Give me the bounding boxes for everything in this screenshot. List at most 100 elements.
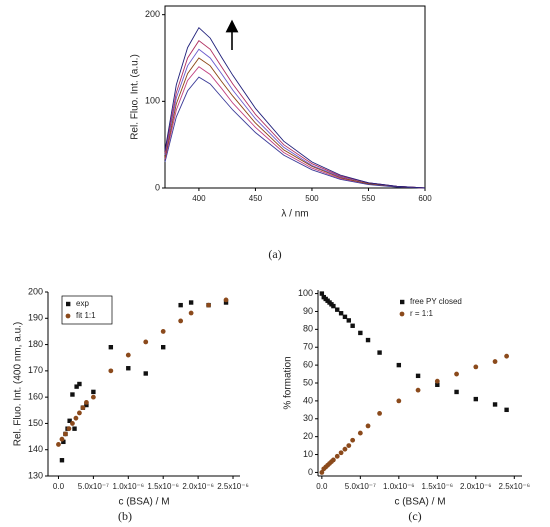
point	[72, 426, 77, 431]
point	[61, 439, 66, 445]
y-tick-label: 0	[155, 182, 160, 192]
point	[473, 396, 479, 402]
point	[108, 368, 114, 374]
point	[161, 345, 166, 350]
point	[358, 330, 363, 336]
point	[178, 318, 184, 324]
x-tick-label: 1.0x10⁻⁶	[113, 482, 145, 491]
point	[77, 381, 82, 387]
point	[77, 410, 82, 416]
point	[504, 353, 510, 359]
point	[504, 407, 509, 413]
point	[435, 382, 440, 387]
y-tick-label: 30	[303, 413, 313, 423]
x-tick-label: 5.0x10⁻⁷	[345, 482, 376, 491]
panel-label: (c)	[408, 509, 421, 523]
point	[56, 442, 61, 447]
point	[84, 400, 89, 405]
point	[66, 426, 72, 432]
point	[377, 411, 382, 416]
point	[73, 415, 79, 421]
point	[59, 458, 65, 463]
point	[59, 436, 65, 442]
x-axis-title: λ / nm	[281, 209, 308, 220]
x-axis-title: c (BSA) / M	[118, 497, 169, 508]
x-tick-label: 0.0	[53, 482, 65, 491]
y-tick-label: 160	[28, 392, 43, 402]
point	[350, 437, 356, 443]
point	[143, 371, 148, 376]
x-tick-label: 2.0x10⁻⁶	[182, 482, 214, 491]
x-tick-label: 450	[249, 194, 263, 203]
legend-label: r = 1:1	[410, 309, 433, 318]
point	[415, 387, 421, 393]
point	[330, 457, 336, 463]
point	[160, 329, 166, 334]
y-tick-label: 200	[145, 9, 160, 19]
point	[334, 453, 340, 459]
point	[125, 352, 131, 358]
point	[350, 323, 355, 328]
point	[346, 318, 351, 323]
y-axis-title: % formation	[283, 356, 294, 409]
point	[365, 423, 371, 429]
x-tick-label: 500	[305, 194, 319, 203]
y-tick-label: 80	[303, 324, 313, 334]
point	[70, 421, 75, 426]
point	[188, 310, 194, 316]
x-tick-label: 1.5x10⁻⁶	[422, 482, 454, 491]
y-tick-label: 100	[145, 96, 160, 106]
y-tick-label: 190	[28, 313, 43, 323]
plot-frame	[164, 5, 426, 189]
y-tick-label: 50	[303, 377, 313, 387]
point	[434, 378, 440, 384]
point	[357, 430, 363, 436]
y-tick-label: 200	[28, 286, 43, 296]
spectrum-line	[164, 66, 426, 189]
point	[338, 311, 344, 316]
point	[108, 345, 114, 350]
point	[492, 402, 498, 407]
x-tick-label: 2.5x10⁻⁶	[499, 482, 531, 491]
point	[473, 364, 479, 370]
legend-label: free PY closed	[410, 297, 462, 306]
legend-marker	[65, 313, 71, 319]
point	[342, 446, 348, 452]
point	[338, 450, 344, 456]
legend-label: fit 1:1	[76, 311, 96, 320]
legend-marker	[400, 299, 405, 305]
y-tick-label: 140	[28, 444, 43, 454]
point	[396, 398, 402, 404]
point	[143, 339, 149, 345]
point	[70, 392, 75, 397]
point	[377, 350, 382, 355]
y-tick-label: 0	[308, 467, 313, 477]
y-tick-label: 150	[28, 418, 43, 428]
panel-label: (a)	[268, 247, 281, 261]
point	[67, 418, 72, 423]
y-tick-label: 60	[303, 359, 313, 369]
x-tick-label: 2.5x10⁻⁶	[217, 482, 249, 491]
point	[331, 303, 336, 309]
point	[84, 402, 89, 408]
spectrum-line	[164, 26, 426, 189]
point	[492, 359, 498, 364]
point	[342, 314, 348, 320]
point	[80, 405, 86, 411]
point	[206, 302, 211, 308]
y-tick-label: 180	[28, 339, 43, 349]
point	[454, 371, 459, 377]
x-tick-label: 5.0x10⁻⁷	[78, 482, 109, 491]
x-tick-label: 400	[192, 194, 206, 203]
point	[335, 307, 340, 312]
point	[188, 300, 194, 305]
point	[415, 373, 421, 379]
y-tick-label: 10	[303, 449, 313, 459]
y-tick-label: 100	[298, 288, 313, 298]
y-tick-label: 90	[303, 306, 313, 316]
spectrum-line	[164, 76, 426, 189]
y-tick-label: 40	[303, 395, 313, 405]
x-tick-label: 0.0	[316, 482, 328, 491]
y-tick-label: 170	[28, 365, 43, 375]
